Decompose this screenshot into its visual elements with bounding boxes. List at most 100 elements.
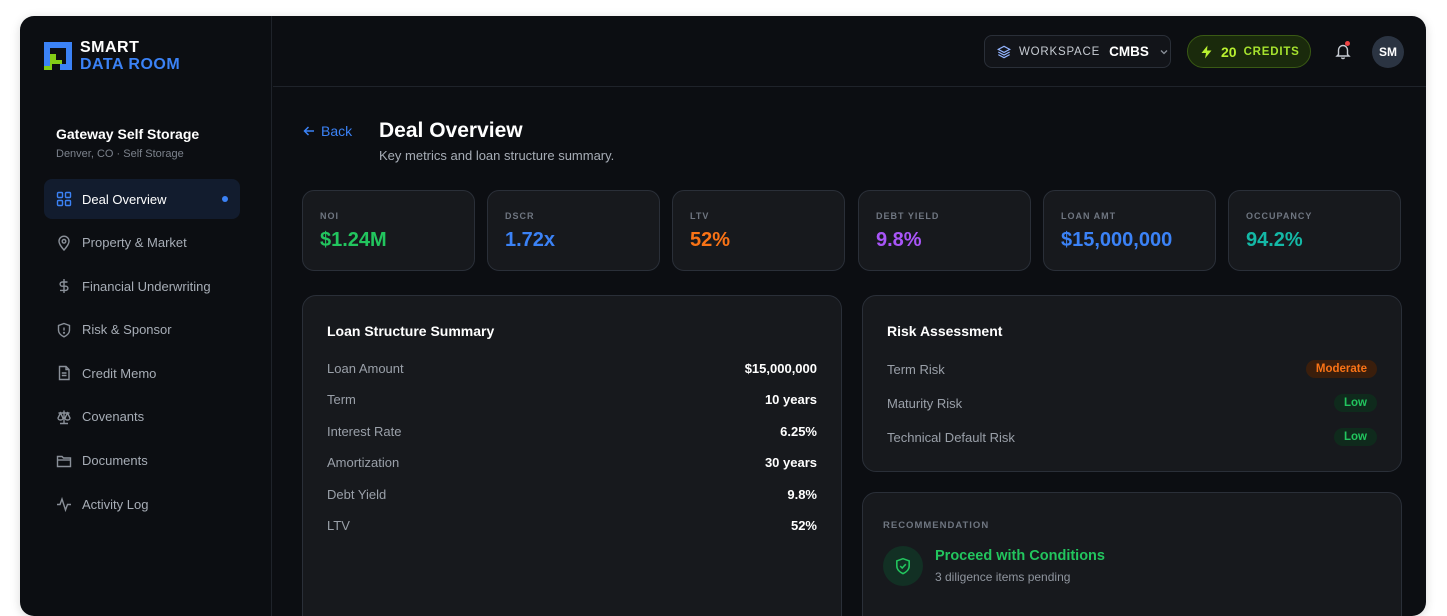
- document-icon: [56, 365, 72, 381]
- sidebar: SMART DATA ROOM Gateway Self Storage Den…: [20, 16, 272, 616]
- kpi-label: LOAN AMT: [1061, 211, 1117, 221]
- credits-badge[interactable]: 20 CREDITS: [1187, 35, 1311, 68]
- shield-check-icon: [883, 546, 923, 586]
- sidebar-item-documents[interactable]: Documents: [44, 441, 240, 481]
- sidebar-item-financial-underwriting[interactable]: Financial Underwriting: [44, 266, 240, 306]
- loan-row: Amortization 30 years: [327, 453, 817, 473]
- loan-row: Debt Yield 9.8%: [327, 484, 817, 504]
- folder-icon: [56, 453, 72, 469]
- avatar[interactable]: SM: [1372, 36, 1404, 68]
- sidebar-item-risk-sponsor[interactable]: Risk & Sponsor: [44, 310, 240, 350]
- chevron-down-icon: [1160, 49, 1168, 54]
- risk-row-label: Term Risk: [887, 361, 945, 377]
- loan-row-value: $15,000,000: [744, 360, 817, 376]
- notification-dot: [1345, 41, 1350, 46]
- recommendation-title: Proceed with Conditions: [935, 548, 1105, 564]
- credits-count: 20: [1221, 43, 1237, 60]
- sidebar-item-label: Credit Memo: [82, 365, 157, 381]
- credits-label: CREDITS: [1243, 45, 1300, 58]
- card-title: Loan Structure Summary: [327, 323, 495, 339]
- sidebar-item-label: Financial Underwriting: [82, 278, 211, 294]
- risk-level-badge: Low: [1334, 394, 1377, 412]
- sidebar-item-activity-log[interactable]: Activity Log: [44, 484, 240, 524]
- loan-row-value: 30 years: [764, 455, 817, 470]
- active-indicator-dot: [222, 196, 228, 202]
- scale-icon: [56, 409, 72, 425]
- risk-row: Maturity Risk Low: [887, 393, 1377, 413]
- map-pin-icon: [56, 235, 72, 251]
- sidebar-item-label: Documents: [82, 453, 148, 469]
- recommendation-subtitle: 3 diligence items pending: [935, 570, 1071, 584]
- risk-row: Term Risk Moderate: [887, 359, 1377, 379]
- loan-row: LTV 52%: [327, 516, 817, 536]
- back-label: Back: [321, 123, 353, 139]
- workspace-label: WORKSPACE: [1019, 45, 1101, 58]
- loan-row-label: Amortization: [327, 455, 400, 470]
- back-link[interactable]: Back: [303, 123, 352, 139]
- kpi-value: $1.24M: [320, 229, 387, 251]
- workspace-value: CMBS: [1109, 44, 1149, 59]
- kpi-value: 1.72x: [505, 229, 556, 251]
- kpi-card-debt-yield: DEBT YIELD 9.8%: [858, 190, 1031, 271]
- loan-row: Interest Rate 6.25%: [327, 421, 817, 441]
- loan-row-label: Debt Yield: [327, 486, 387, 502]
- brand-line-1: SMART: [80, 39, 140, 56]
- workspace-selector[interactable]: WORKSPACE CMBS: [984, 35, 1171, 68]
- deal-subtitle: Denver, CO · Self Storage: [56, 148, 184, 160]
- risk-row: Technical Default Risk Low: [887, 427, 1377, 447]
- loan-row-value: 6.25%: [780, 423, 817, 439]
- loan-row-label: Term: [327, 392, 356, 407]
- loan-row: Term 10 years: [327, 390, 817, 410]
- loan-row-value: 10 years: [764, 392, 817, 407]
- kpi-value: $15,000,000: [1061, 229, 1173, 251]
- bell-icon[interactable]: [1334, 42, 1352, 60]
- loan-row-label: Loan Amount: [327, 360, 404, 376]
- logo-mark-icon: [44, 42, 72, 70]
- kpi-card-noi: NOI $1.24M: [302, 190, 475, 271]
- deal-name: Gateway Self Storage: [56, 126, 200, 142]
- top-bar: WORKSPACE CMBS 20 CREDITS SM: [273, 16, 1426, 87]
- sidebar-item-covenants[interactable]: Covenants: [44, 397, 240, 437]
- loan-structure-card: Loan Structure Summary Loan Amount $15,0…: [302, 295, 842, 616]
- layers-icon: [997, 45, 1011, 58]
- sidebar-item-credit-memo[interactable]: Credit Memo: [44, 353, 240, 393]
- loan-row-label: Interest Rate: [327, 423, 402, 439]
- loan-row-label: LTV: [327, 518, 350, 533]
- loan-row: Loan Amount $15,000,000: [327, 358, 817, 378]
- kpi-card-dscr: DSCR 1.72x: [487, 190, 660, 271]
- arrow-left-icon: [303, 126, 314, 136]
- dollar-icon: [56, 278, 72, 294]
- grid-icon: [56, 191, 72, 207]
- recommendation-card: RECOMMENDATION Proceed with Conditions 3…: [862, 492, 1402, 616]
- sidebar-item-label: Deal Overview: [82, 191, 167, 207]
- sidebar-item-label: Covenants: [82, 409, 145, 425]
- sidebar-item-property-market[interactable]: Property & Market: [44, 223, 240, 263]
- brand-name: SMART DATA ROOM: [80, 39, 180, 73]
- risk-level-badge: Low: [1334, 428, 1377, 446]
- kpi-value: 52%: [690, 229, 731, 251]
- kpi-label: NOI: [320, 211, 340, 221]
- brand-line-2: DATA ROOM: [80, 56, 181, 73]
- shield-icon: [56, 322, 72, 338]
- sidebar-item-label: Property & Market: [82, 235, 187, 251]
- kpi-value: 94.2%: [1246, 229, 1303, 251]
- sidebar-nav: Deal Overview Property & Market Financia…: [44, 179, 240, 528]
- risk-row-label: Technical Default Risk: [887, 429, 1015, 445]
- kpi-label: LTV: [690, 211, 710, 221]
- brand-logo[interactable]: SMART DATA ROOM: [42, 39, 180, 73]
- page-subtitle: Key metrics and loan structure summary.: [379, 148, 615, 163]
- loan-row-value: 9.8%: [787, 486, 817, 502]
- page-title: Deal Overview: [379, 119, 523, 142]
- risk-level-badge: Moderate: [1305, 360, 1377, 378]
- loan-row-value: 52%: [790, 518, 817, 533]
- kpi-label: DSCR: [505, 211, 535, 221]
- risk-assessment-card: Risk Assessment Term Risk Moderate Matur…: [862, 295, 1402, 472]
- kpi-label: DEBT YIELD: [876, 211, 940, 221]
- app-window: SMART DATA ROOM Gateway Self Storage Den…: [20, 16, 1426, 616]
- lightning-icon: [1201, 45, 1212, 58]
- recommendation-label: RECOMMENDATION: [883, 520, 990, 531]
- sidebar-item-deal-overview[interactable]: Deal Overview: [44, 179, 240, 219]
- kpi-value: 9.8%: [876, 229, 922, 251]
- card-title: Risk Assessment: [887, 323, 1003, 339]
- kpi-card-ltv: LTV 52%: [672, 190, 845, 271]
